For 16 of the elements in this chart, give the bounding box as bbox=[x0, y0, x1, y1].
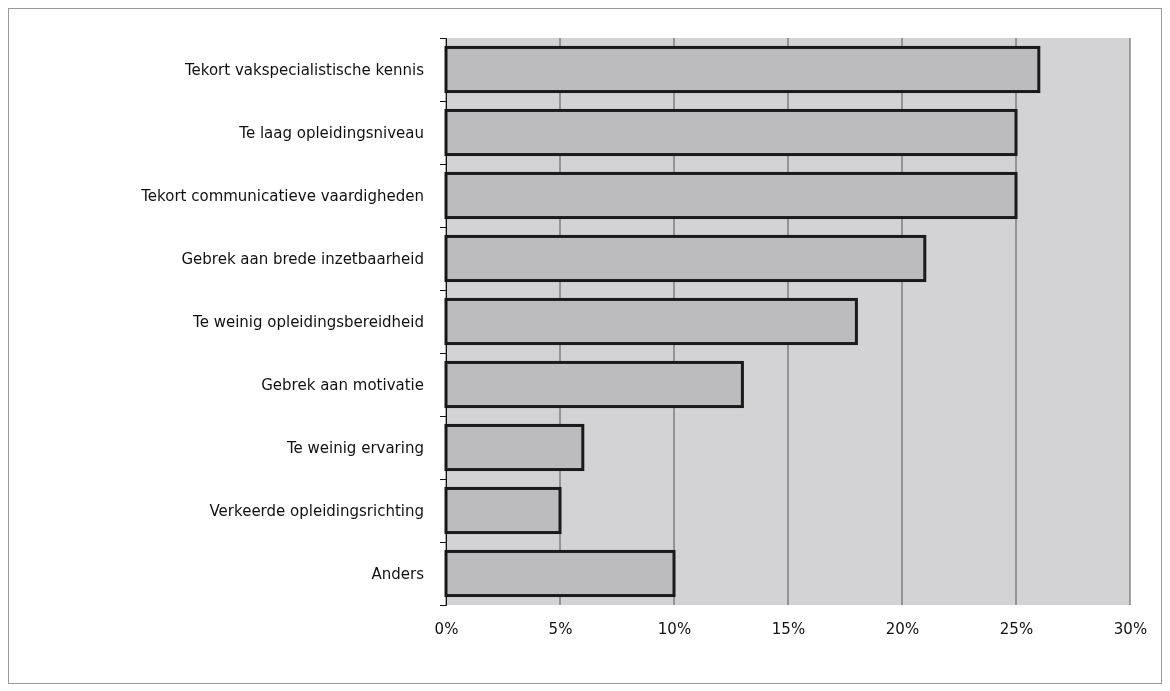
y-tick-label: Te weinig opleidingsbereidheid bbox=[192, 312, 424, 331]
x-tick-label: 5% bbox=[548, 619, 573, 638]
x-tick-label: 20% bbox=[885, 619, 920, 638]
y-tick-label: Tekort communicatieve vaardigheden bbox=[140, 186, 424, 205]
x-tick-label: 30% bbox=[1113, 619, 1148, 638]
y-tick-label: Verkeerde opleidingsrichting bbox=[209, 501, 424, 520]
y-tick-label: Te weinig ervaring bbox=[285, 438, 424, 457]
x-tick-label: 15% bbox=[771, 619, 806, 638]
x-tick-label: 25% bbox=[999, 619, 1034, 638]
x-tick-label: 10% bbox=[657, 619, 692, 638]
y-tick-label: Gebrek aan motivatie bbox=[261, 375, 424, 394]
y-tick-label: Te laag opleidingsniveau bbox=[238, 123, 424, 142]
y-tick-label: Gebrek aan brede inzetbaarheid bbox=[181, 249, 424, 268]
x-tick-label: 0% bbox=[434, 619, 459, 638]
y-tick-label: Anders bbox=[371, 564, 425, 583]
y-tick-label: Tekort vakspecialistische kennis bbox=[183, 60, 425, 79]
